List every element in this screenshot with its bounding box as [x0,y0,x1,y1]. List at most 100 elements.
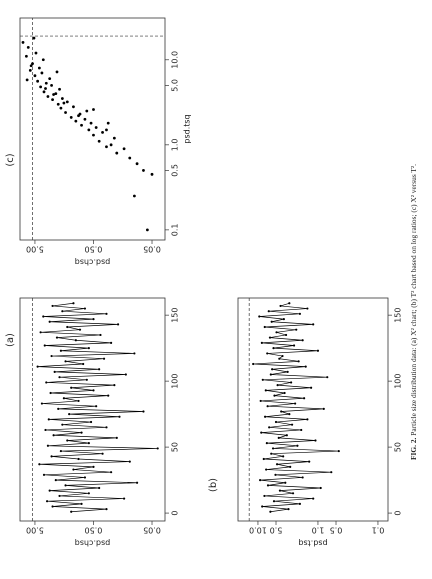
point [290,423,294,426]
point [44,428,47,432]
point [330,471,333,474]
y-tick-label: 5.0 [270,526,283,535]
point [284,481,287,484]
y-tick-label: 0.1 [372,526,385,535]
point [261,378,264,381]
point [252,362,255,366]
point [98,368,101,371]
point [145,228,149,232]
point [61,423,64,426]
series-line [37,302,158,513]
point [301,476,304,479]
point [290,381,293,384]
point [43,344,46,347]
point [83,307,87,310]
point [50,354,53,358]
point [269,373,272,376]
y-tick-label: 1.0 [312,526,325,535]
x-tick-label: 0 [394,511,403,516]
point [87,442,90,445]
point [98,486,101,490]
point [128,156,132,160]
point [283,391,286,395]
point [270,452,273,455]
point [297,360,300,363]
point [41,58,45,62]
point [46,95,50,98]
y-tick-label: 5.00 [26,245,44,254]
point [85,378,88,381]
point [57,407,60,410]
panel-label: (b) [208,478,219,492]
point [99,333,102,337]
point [105,145,108,149]
point [279,304,282,308]
point [272,500,276,503]
point [107,394,110,397]
point [314,439,317,442]
point [109,341,113,344]
point [135,162,139,166]
point [102,357,106,360]
point [128,460,131,463]
panel-label: (a) [5,333,16,347]
point [274,420,278,424]
point [87,492,90,495]
point [40,402,44,405]
point [310,386,313,389]
point [77,399,80,403]
point [278,357,281,360]
point [287,508,290,511]
point [264,389,267,392]
point [48,489,51,492]
point [266,352,269,355]
point [52,434,55,437]
point [285,434,288,437]
point [263,415,267,418]
point [80,123,83,127]
point [48,320,51,323]
point [142,169,145,172]
point [42,90,46,94]
point [45,500,49,503]
point [282,455,285,458]
x-axis-label: psd.tsq [183,114,192,143]
point [56,102,60,106]
point [61,310,64,313]
point [44,87,47,90]
y-tick-label: 0.05 [143,245,161,254]
x-tick-label: 0.5 [171,164,180,177]
point [53,370,56,373]
point [64,111,67,114]
point [87,347,90,350]
point [36,79,40,83]
point [55,70,59,74]
caption-text: Particle size distribution data: (a) X² … [409,164,418,436]
point [70,386,73,389]
chart: (c) 0.1 0.5 1.0 5.0 10.0 0.05 0.50 5.00 psd.tsq ps… [5,17,192,267]
point [59,106,63,110]
point [62,101,66,105]
point [49,391,52,395]
point [72,105,75,109]
point [262,457,265,461]
point [80,502,83,505]
point [274,473,277,476]
point [150,172,154,176]
x-tick-label: 50 [171,442,180,452]
point [132,194,136,198]
point [276,383,279,387]
point [259,478,262,482]
point [101,130,104,134]
point [270,320,273,323]
point [263,325,266,329]
point [258,315,261,318]
point [266,484,270,487]
point [266,405,269,408]
point [50,455,53,458]
point [300,428,303,432]
point [268,426,271,429]
point [268,336,272,339]
x-tick-label: 100 [394,373,403,388]
